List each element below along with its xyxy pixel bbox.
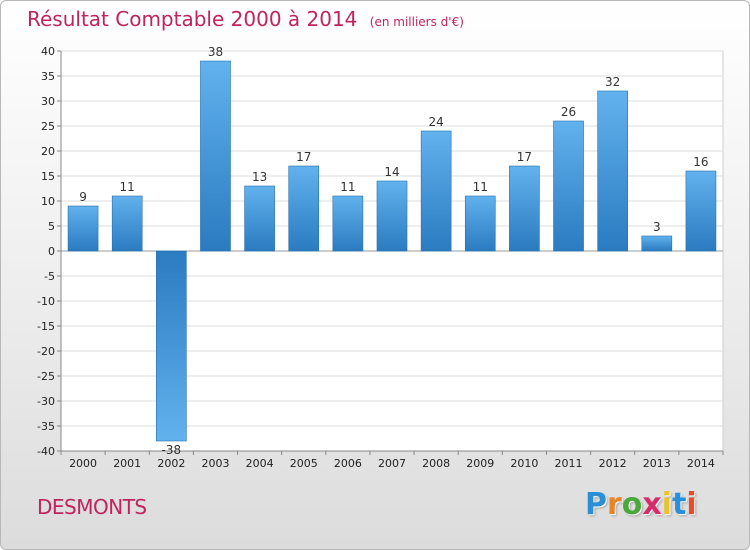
- bar-2007: [376, 180, 408, 252]
- bar-label-2014: 16: [693, 155, 708, 169]
- y-tick-label: 35: [41, 70, 55, 83]
- chart-subtitle: (en milliers d'€): [369, 15, 464, 29]
- bar-label-2002: -38: [162, 443, 182, 457]
- logo-letter: o: [621, 487, 643, 522]
- x-tick-label: 2002: [157, 457, 185, 470]
- bar-label-2003: 38: [208, 45, 223, 59]
- bar-2000: [67, 205, 99, 252]
- x-tick-label: 2012: [599, 457, 627, 470]
- x-tick-label: 2001: [113, 457, 141, 470]
- y-tick-label: 10: [41, 195, 55, 208]
- bar-2004: [244, 185, 275, 252]
- bar-label-2000: 9: [79, 190, 87, 204]
- proxiti-logo: Proxiti: [585, 487, 697, 522]
- x-tick-label: 2007: [378, 457, 406, 470]
- bar-2013: [641, 235, 673, 252]
- bar-label-2013: 3: [653, 220, 661, 234]
- y-tick-label: -5: [44, 270, 55, 283]
- y-tick-label: 15: [41, 170, 55, 183]
- x-tick-label: 2011: [555, 457, 583, 470]
- bar-2012: [597, 90, 628, 252]
- logo-letter: x: [642, 487, 662, 522]
- bar-2006: [332, 195, 364, 252]
- y-tick-label: 25: [41, 120, 55, 133]
- x-tick-label: 2004: [246, 457, 274, 470]
- bars: [67, 60, 717, 442]
- y-tick-label: 30: [41, 95, 55, 108]
- x-tick-label: 2005: [290, 457, 318, 470]
- logo-letter: r: [607, 487, 622, 522]
- bar-2008: [420, 130, 452, 252]
- bar-label-2004: 13: [252, 170, 267, 184]
- y-tick-label: -20: [37, 345, 55, 358]
- chart-title: Résultat Comptable 2000 à 2014 (en milli…: [27, 7, 464, 31]
- y-tick-label: -40: [37, 445, 55, 458]
- bar-label-2009: 11: [473, 180, 488, 194]
- bar-2002: [156, 250, 187, 442]
- bar-label-2006: 11: [340, 180, 355, 194]
- bar-2003: [200, 60, 231, 252]
- commune-name: DESMONTS: [37, 495, 147, 519]
- bar-label-2005: 17: [296, 150, 311, 164]
- x-tick-label: 2008: [422, 457, 450, 470]
- y-tick-label: 40: [41, 45, 55, 58]
- y-tick-label: -30: [37, 395, 55, 408]
- y-axis: 40 35 30 25 20 15 10 5 0 -5 -10 -15 -20 -25 -30 -35 -40: [37, 45, 62, 458]
- x-tick-label: 2003: [201, 457, 229, 470]
- x-tick-label: 2013: [643, 457, 671, 470]
- bar-2014: [685, 170, 717, 252]
- logo-letter: t: [672, 487, 687, 522]
- bar-2005: [288, 165, 320, 252]
- y-tick-label: -10: [37, 295, 55, 308]
- bar-label-2007: 14: [384, 165, 399, 179]
- y-tick-label: -15: [37, 320, 55, 333]
- x-axis: 2000 2001 2002 2003 2004 2005 2006 2007 2008 2009…: [60, 450, 724, 470]
- x-tick-label: 2006: [334, 457, 362, 470]
- bar-2010: [509, 165, 540, 252]
- bar-labels: 9 11 -38 38 13 17 11 14 24 11 17 26 32 3 16: [79, 45, 708, 457]
- bar-label-2012: 32: [605, 75, 620, 89]
- x-tick-label: 2009: [466, 457, 494, 470]
- bar-2011: [553, 120, 584, 252]
- y-tick-label: 0: [48, 245, 55, 258]
- bar-label-2008: 24: [428, 115, 443, 129]
- y-tick-label: 5: [48, 220, 55, 233]
- logo-letter: i: [661, 487, 673, 522]
- x-tick-label: 2000: [69, 457, 97, 470]
- bar-label-2010: 17: [517, 150, 532, 164]
- x-tick-label: 2014: [687, 457, 715, 470]
- bar-label-2011: 26: [561, 105, 576, 119]
- y-tick-label: 20: [41, 145, 55, 158]
- chart-title-text: Résultat Comptable 2000 à 2014: [27, 7, 358, 31]
- bar-2001: [111, 195, 143, 252]
- x-tick-label: 2010: [510, 457, 538, 470]
- logo-letter: i: [686, 487, 697, 522]
- bar-2009: [464, 195, 496, 252]
- y-tick-label: -25: [37, 370, 55, 383]
- logo-letter: P: [585, 487, 607, 522]
- bar-label-2001: 11: [120, 180, 135, 194]
- y-tick-label: -35: [37, 420, 55, 433]
